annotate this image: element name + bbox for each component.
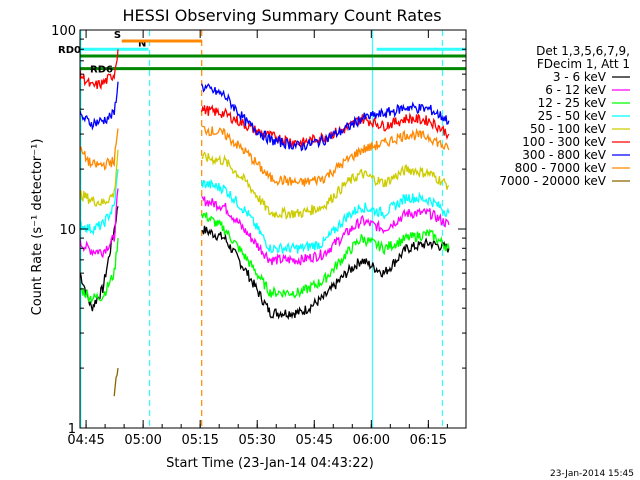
series-line-1-seg-1 — [201, 196, 450, 266]
legend-label-8: 7000 - 20000 keV — [499, 174, 606, 188]
legend-label-2: 12 - 25 keV — [538, 96, 607, 110]
chart-title: HESSI Observing Summary Count Rates — [122, 6, 441, 25]
x-tick-label: 06:15 — [410, 433, 447, 448]
series-line-6-seg-1 — [201, 83, 450, 152]
series-line-2-seg-0 — [80, 238, 119, 305]
series-line-4-seg-0 — [80, 149, 119, 207]
x-axis-label: Start Time (23-Jan-14 04:43:22) — [166, 456, 374, 471]
orbit-flag-label-rd0: RD0 — [58, 45, 81, 56]
legend-label-5: 100 - 300 keV — [522, 135, 606, 149]
series-line-2-seg-1 — [201, 212, 450, 299]
x-tick-label: 05:00 — [124, 433, 161, 448]
series-line-4-seg-1 — [201, 151, 450, 220]
series-line-3-seg-0 — [80, 169, 119, 236]
orbit-flag-label-n: N — [138, 38, 146, 49]
series-line-3-seg-1 — [201, 178, 450, 254]
legend-label-1: 6 - 12 keV — [545, 83, 607, 97]
orbit-flag-label-s: S — [114, 30, 121, 41]
series-line-8-seg-0 — [113, 368, 119, 397]
series-line-7-seg-0 — [80, 128, 119, 171]
legend-label-4: 50 - 100 keV — [530, 122, 607, 136]
x-tick-label: 04:45 — [67, 433, 104, 448]
x-axis: 04:45 05:00 05:15 05:30 05:45 06:00 06:15 — [67, 30, 448, 448]
legend-title-line-2: FDecim 1, Att 1 — [537, 57, 630, 71]
x-tick-label: 06:00 — [353, 433, 390, 448]
legend-label-0: 3 - 6 keV — [553, 70, 607, 84]
series-line-5-seg-0 — [80, 49, 119, 91]
plot-frame — [79, 29, 467, 429]
orbit-flag-label-rd6: RD6 — [90, 65, 113, 76]
legend: Det 1,3,5,6,7,9, FDecim 1, Att 1 3 - 6 k… — [499, 44, 630, 188]
x-tick-label: 05:45 — [296, 433, 333, 448]
series-line-5-seg-1 — [201, 104, 450, 149]
legend-title-line-1: Det 1,3,5,6,7,9, — [536, 44, 630, 58]
legend-label-6: 300 - 800 keV — [522, 148, 606, 162]
y-tick-label: 100 — [51, 24, 76, 39]
plot-area: S N RD0 RD6 — [58, 29, 467, 429]
y-axis-label: Count Rate (s⁻¹ detector⁻¹) — [30, 139, 45, 316]
y-axis: 1 10 100 — [51, 24, 466, 437]
series-line-6-seg-0 — [80, 81, 119, 131]
y-tick-label: 1 — [68, 422, 76, 437]
date-stamp: 23-Jan-2014 15:45 — [550, 469, 634, 479]
series-line-1-seg-0 — [80, 188, 119, 259]
y-tick-label: 10 — [59, 223, 76, 238]
series-line-7-seg-1 — [201, 125, 450, 187]
x-tick-label: 05:15 — [181, 433, 218, 448]
series-line-0-seg-1 — [201, 225, 450, 321]
legend-label-7: 800 - 7000 keV — [515, 161, 607, 175]
legend-label-3: 25 - 50 keV — [538, 109, 607, 123]
x-tick-label: 05:30 — [238, 433, 275, 448]
